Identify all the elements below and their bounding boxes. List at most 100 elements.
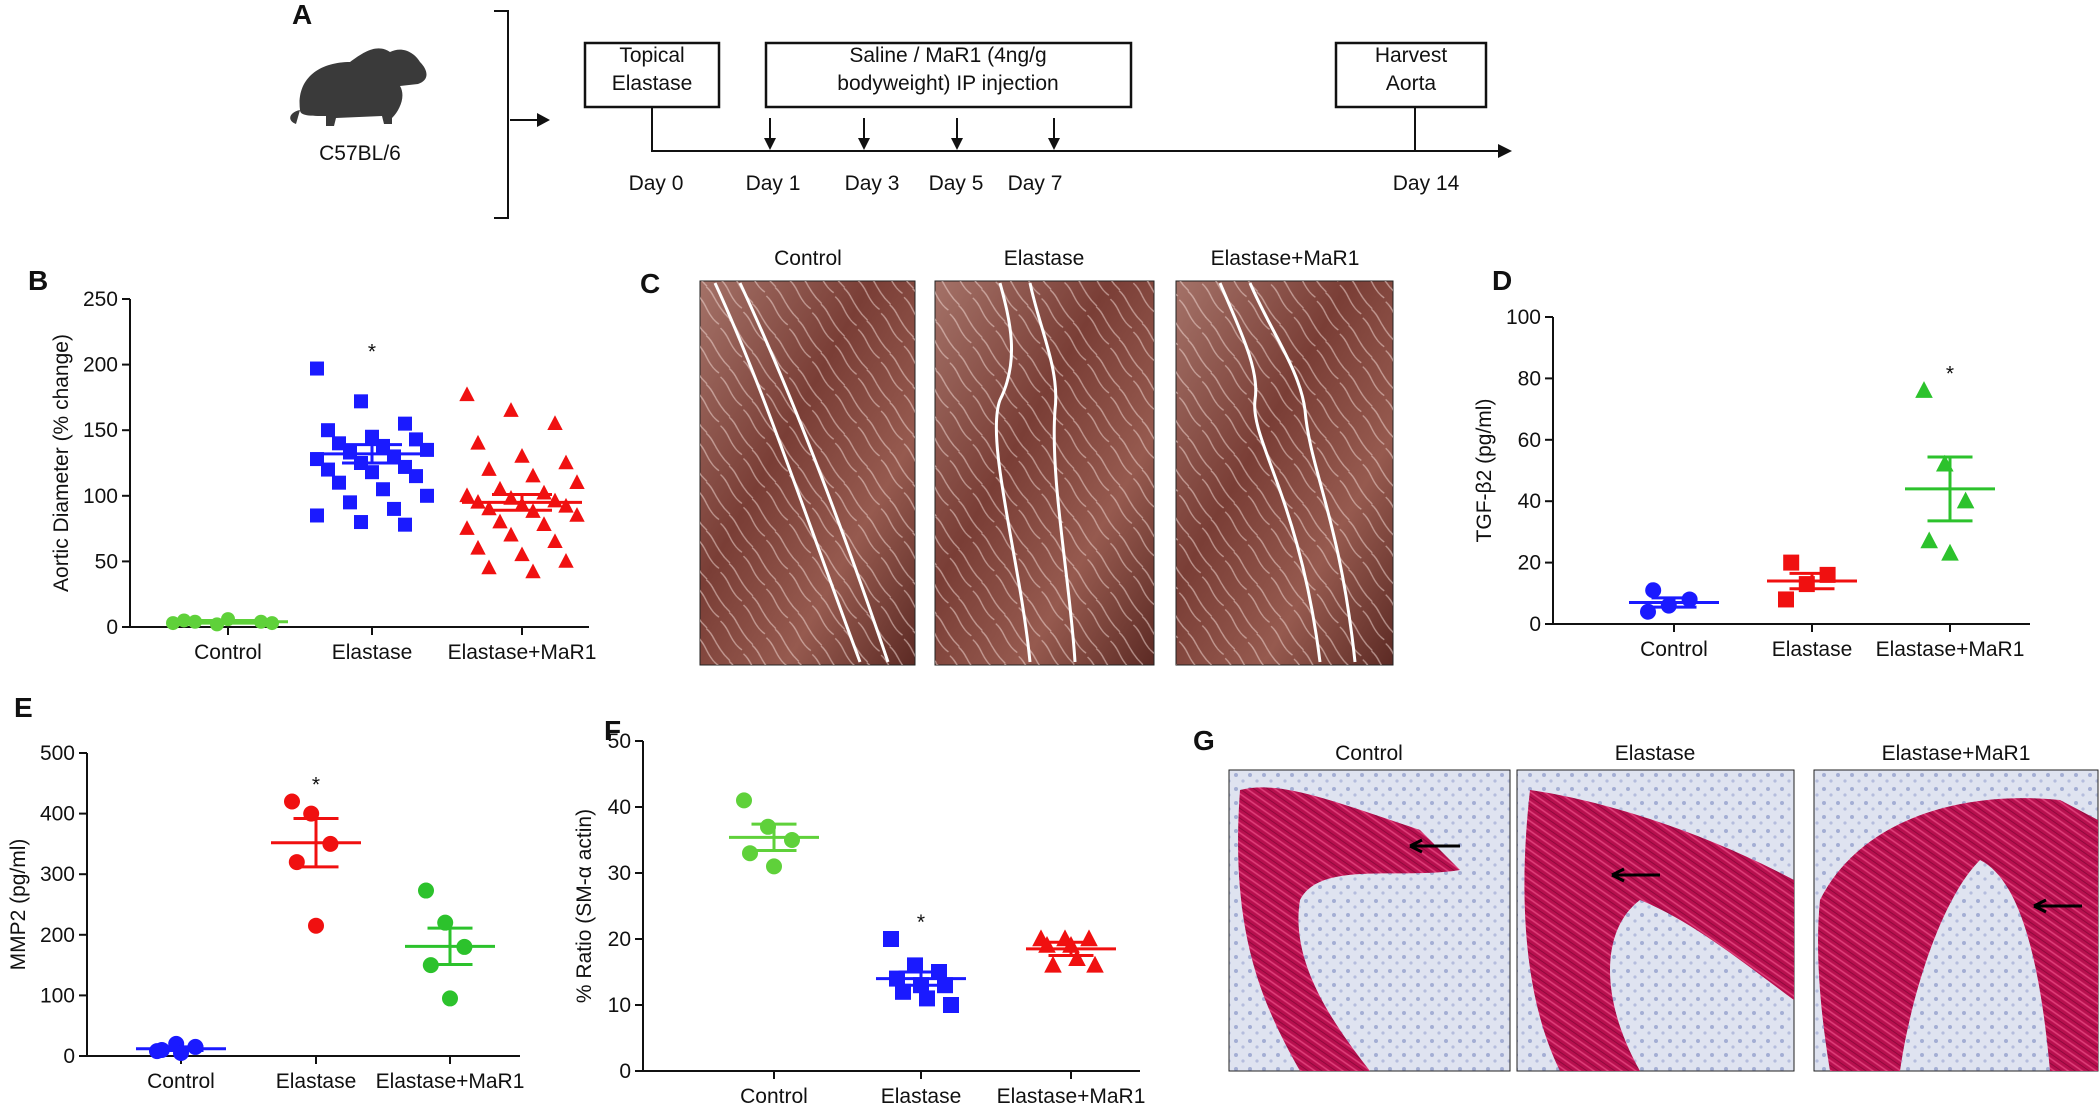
- photo-panel: C: [640, 268, 1394, 666]
- y-tick-label: 100: [1506, 306, 1541, 329]
- data-point: [1044, 955, 1062, 973]
- data-point: [387, 501, 401, 516]
- data-point: [310, 508, 324, 523]
- x-tick-label: Elastase: [332, 641, 413, 664]
- y-tick-label: 150: [83, 419, 118, 442]
- step-text: bodyweight) IP injection: [837, 72, 1058, 95]
- data-point: [321, 423, 335, 438]
- sem-bar: [1789, 571, 1835, 591]
- panel-label: B: [28, 265, 48, 296]
- arrow-head: [1048, 138, 1060, 150]
- significance-star: *: [1946, 363, 1954, 386]
- data-point: [536, 516, 552, 531]
- y-axis-label: % Ratio (SM-α actin): [573, 809, 596, 1003]
- data-point: [937, 977, 953, 994]
- photo-panel: G: [1193, 725, 2099, 1072]
- photo: [1516, 769, 1795, 1072]
- data-point: [310, 361, 324, 376]
- data-point: [398, 416, 412, 431]
- data-point: [558, 553, 574, 568]
- day-label: Day 0: [629, 172, 684, 195]
- data-point: [459, 487, 475, 503]
- data-point: [536, 484, 552, 500]
- data-point: [919, 990, 935, 1007]
- data-point: [481, 461, 497, 476]
- y-tick-label: 80: [1518, 367, 1541, 390]
- photo: [1228, 769, 1511, 1072]
- y-tick-label: 250: [83, 288, 118, 311]
- photo: [699, 280, 916, 666]
- bracket: [494, 10, 509, 219]
- significance-star: *: [917, 911, 925, 934]
- sem-bar: [427, 926, 473, 966]
- data-point: [442, 990, 458, 1007]
- data-point: [365, 429, 379, 444]
- day-label: Day 1: [746, 172, 801, 195]
- data-point: [343, 495, 357, 510]
- sem-bar: [158, 1045, 204, 1053]
- photo-title: Elastase: [1004, 247, 1085, 270]
- data-point: [308, 917, 324, 934]
- sem-bar: [1651, 596, 1697, 609]
- y-axis-label: MMP2 (pg/ml): [7, 839, 30, 971]
- data-point: [547, 415, 563, 430]
- strain-label: C57BL/6: [319, 142, 401, 165]
- data-point: [558, 454, 574, 470]
- step-box: [1334, 41, 1488, 109]
- photo-title: Elastase+MaR1: [1211, 247, 1360, 270]
- y-tick-label: 60: [1518, 429, 1541, 452]
- data-point: [895, 983, 911, 1000]
- y-tick-label: 200: [83, 354, 118, 377]
- step-box: [764, 41, 1133, 109]
- data-point: [409, 469, 423, 484]
- day-label: Day 7: [1008, 172, 1063, 195]
- data-point: [736, 792, 752, 809]
- data-point: [514, 448, 530, 463]
- y-tick-label: 20: [1518, 552, 1541, 575]
- data-point: [310, 452, 324, 467]
- data-point: [284, 793, 300, 810]
- y-tick-label: 0: [106, 616, 118, 639]
- data-point: [470, 434, 486, 450]
- x-tick-label: Elastase+MaR1: [376, 1070, 525, 1093]
- x-tick-label: Elastase: [1772, 638, 1853, 661]
- photo: [1813, 769, 2099, 1072]
- photo: [1175, 280, 1394, 666]
- significance-star: *: [368, 341, 376, 364]
- significance-star: *: [312, 773, 320, 796]
- data-point: [376, 482, 390, 497]
- y-tick-label: 30: [608, 862, 631, 885]
- data-point: [470, 539, 486, 555]
- y-tick-label: 500: [40, 742, 75, 765]
- panel-label: A: [292, 0, 312, 30]
- step-text: Aorta: [1386, 72, 1437, 95]
- y-tick-label: 300: [40, 863, 75, 886]
- data-point: [503, 402, 519, 417]
- sem-bar: [293, 816, 339, 869]
- y-axis-label: TGF-β2 (pg/ml): [1473, 399, 1496, 543]
- x-tick-label: Control: [147, 1070, 215, 1093]
- arrow-head: [537, 113, 550, 127]
- data-point: [321, 462, 335, 477]
- data-point: [1783, 554, 1800, 571]
- step-text: Topical: [619, 44, 684, 67]
- photo-title: Control: [1335, 742, 1403, 765]
- y-tick-label: 0: [63, 1045, 75, 1068]
- x-tick-label: Elastase+MaR1: [1876, 638, 2025, 661]
- data-point: [492, 513, 508, 529]
- sem-bar: [898, 970, 944, 987]
- data-point: [365, 465, 379, 480]
- data-point: [1819, 566, 1836, 583]
- arrow-head: [764, 138, 776, 150]
- data-point: [514, 546, 530, 562]
- data-point: [1956, 491, 1975, 509]
- sem-bar: [751, 822, 797, 853]
- data-point: [1086, 955, 1104, 973]
- x-tick-label: Control: [1640, 638, 1708, 661]
- sem-bar: [1048, 940, 1094, 957]
- x-tick-label: Control: [740, 1085, 808, 1106]
- photo: [934, 280, 1155, 666]
- data-point: [766, 858, 782, 875]
- day-label: Day 5: [929, 172, 984, 195]
